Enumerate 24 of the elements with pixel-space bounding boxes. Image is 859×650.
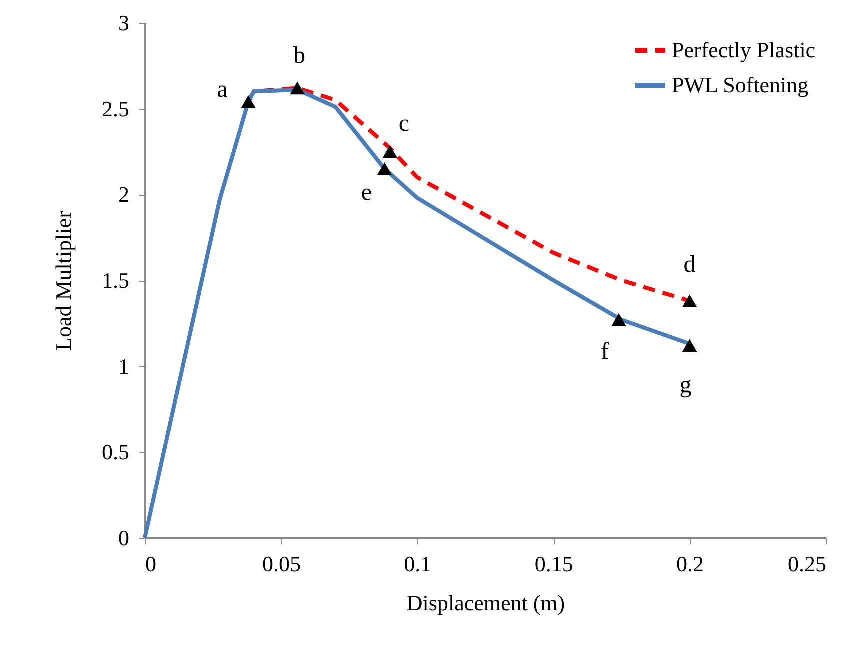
annotation: f: [600, 338, 609, 365]
annotation: d: [684, 252, 696, 278]
y-tick-label: 2: [118, 182, 130, 208]
x-tick-label: 0.25: [788, 552, 826, 576]
y-tick-label: 3: [118, 10, 130, 36]
annotation: a: [217, 76, 228, 103]
y-tick-label: 0.5: [102, 440, 130, 465]
annotation: c: [398, 110, 410, 137]
x-tick-label: 0.15: [534, 552, 574, 576]
x-tick-label: 0.05: [262, 552, 301, 576]
annotation: e: [361, 180, 372, 206]
annotation: b: [294, 43, 306, 70]
x-axis-title: Displacement (m): [406, 590, 566, 616]
y-tick-label: 2.5: [102, 96, 130, 122]
x-tick-label: 0.2: [676, 552, 704, 576]
legend-label: Perfectly Plastic: [672, 38, 816, 62]
legend-label: PWL Softening: [672, 72, 809, 98]
x-tick-label: 0.1: [404, 552, 432, 576]
y-tick-label: 1.5: [102, 268, 130, 293]
y-tick-label: 0: [118, 526, 130, 550]
y-axis-title: Load Multiplier: [51, 210, 76, 351]
annotation: g: [680, 372, 692, 399]
y-tick-label: 1: [118, 354, 130, 379]
x-tick-label: 0: [146, 552, 156, 576]
